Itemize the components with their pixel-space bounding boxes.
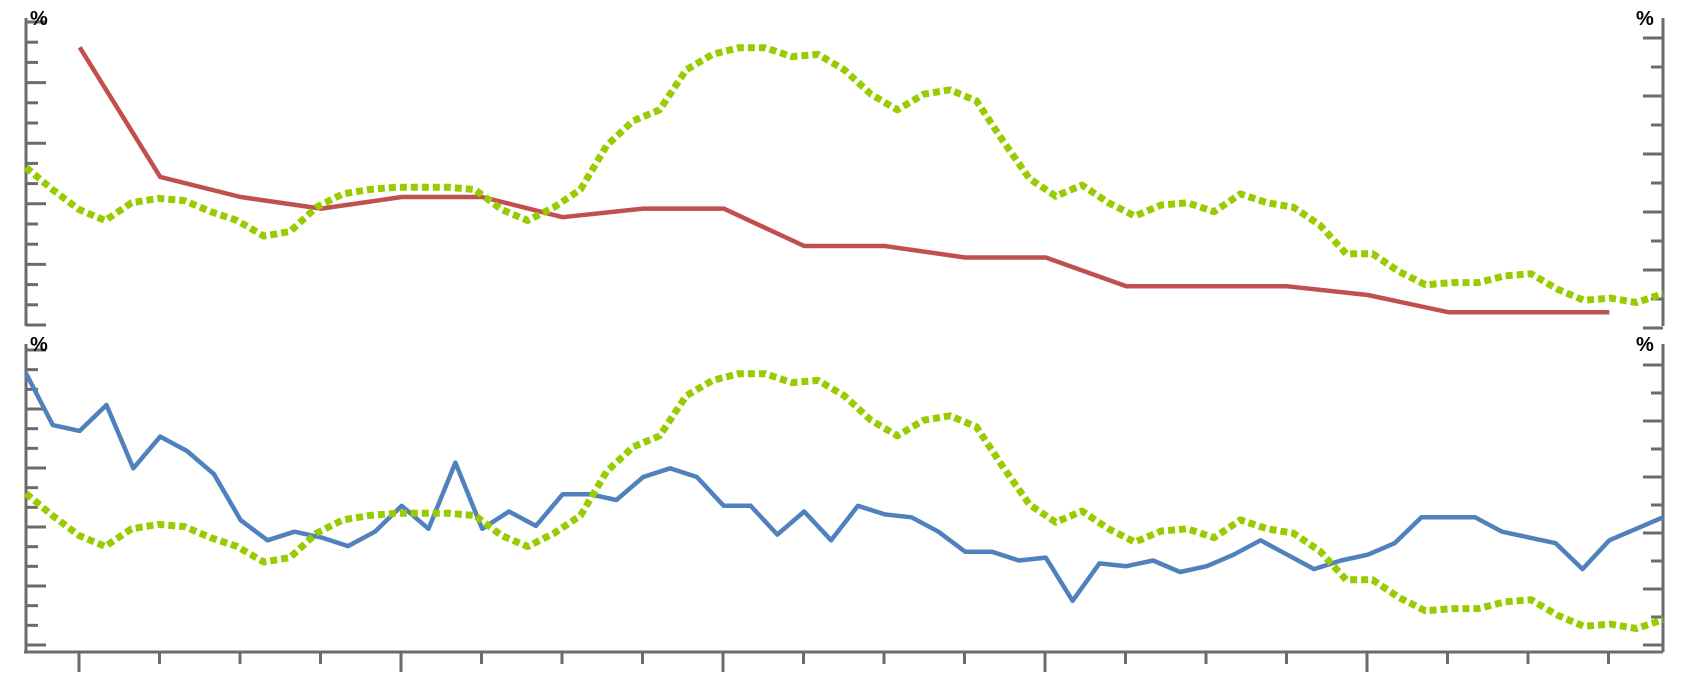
top-left-unit-label: % (30, 8, 48, 30)
bottom-series-solid-line (24, 372, 1664, 604)
bottom-left-unit-label: % (30, 334, 48, 356)
top-series-solid-line (77, 46, 1610, 315)
top-panel: % % (23, 8, 1665, 330)
bottom-right-y-ticks (1643, 363, 1663, 647)
x-axis-ticks (77, 652, 1610, 672)
top-right-y-ticks (1643, 36, 1663, 330)
top-left-y-ticks (26, 20, 46, 327)
top-series-dotted-line (23, 44, 1665, 306)
bottom-right-unit-label: % (1636, 334, 1654, 356)
bottom-series-dotted-line (23, 370, 1665, 632)
bottom-panel: % % (23, 334, 1665, 672)
top-right-unit-label: % (1636, 8, 1654, 30)
